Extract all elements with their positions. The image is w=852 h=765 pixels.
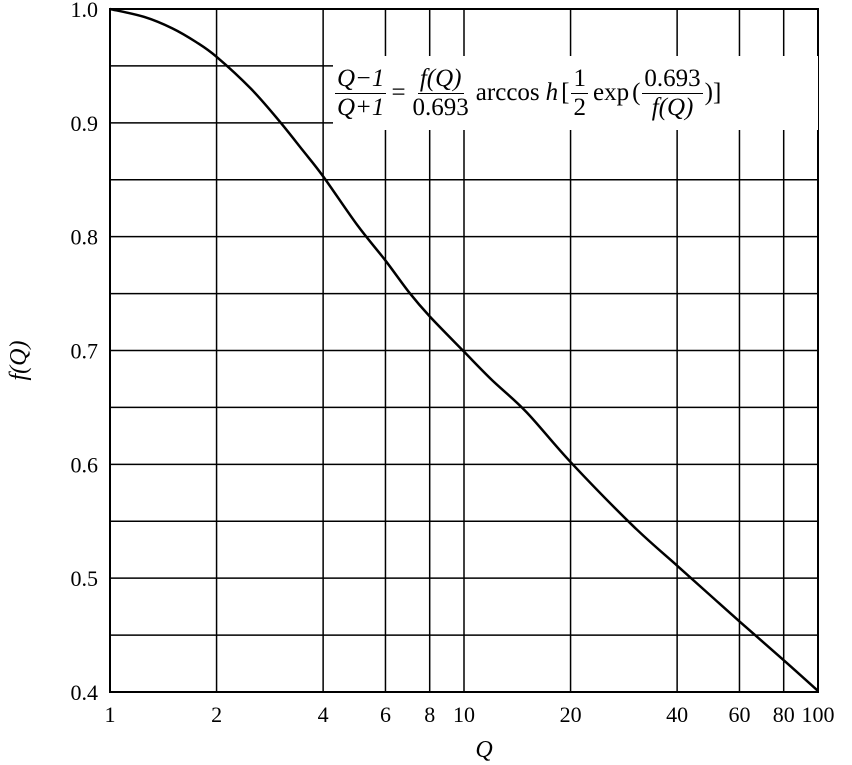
equals-sign: = bbox=[391, 79, 406, 106]
x-tick-label: 80 bbox=[773, 702, 795, 727]
plot-frame bbox=[109, 8, 819, 693]
inner-fraction: 0.693 f(Q) bbox=[642, 64, 703, 122]
rhs-fraction: f(Q) 0.693 bbox=[411, 65, 471, 122]
x-tick-label: 10 bbox=[453, 702, 475, 727]
rhs-numerator: f(Q) bbox=[417, 64, 464, 94]
y-tick-label: 0.5 bbox=[71, 566, 99, 591]
y-tick-label: 0.4 bbox=[71, 680, 99, 705]
x-tick-label: 40 bbox=[666, 702, 688, 727]
lhs-fraction: Q−1 Q+1 bbox=[335, 64, 387, 122]
rhs-denominator: 0.693 bbox=[412, 93, 469, 121]
data-series bbox=[109, 7, 819, 692]
x-tick-label: 60 bbox=[728, 702, 750, 727]
y-tick-label: 0.9 bbox=[71, 111, 99, 136]
series-line bbox=[109, 7, 819, 692]
half-fraction: 1 2 bbox=[571, 65, 588, 122]
inner-denominator: f(Q) bbox=[651, 93, 694, 121]
y-axis-label: f(Q) bbox=[6, 341, 32, 381]
y-tick-label: 0.8 bbox=[71, 225, 99, 250]
h-symbol: h bbox=[545, 79, 559, 106]
exp-func: exp bbox=[592, 79, 630, 106]
left-paren: ( bbox=[632, 79, 641, 106]
left-bracket: [ bbox=[561, 79, 570, 106]
half-denominator: 2 bbox=[573, 93, 586, 121]
half-numerator: 1 bbox=[571, 64, 588, 94]
y-tick-label: 1.0 bbox=[71, 0, 99, 22]
x-tick-label: 2 bbox=[211, 702, 222, 727]
x-tick-label: 20 bbox=[560, 702, 582, 727]
y-tick-label: 0.6 bbox=[71, 452, 99, 477]
x-axis-label: Q bbox=[475, 737, 492, 763]
formula-annotation: Q−1 Q+1 = f(Q) 0.693 arccos h [ 1 2 exp … bbox=[333, 56, 818, 130]
right-paren: ) bbox=[704, 79, 713, 106]
right-bracket: ] bbox=[712, 79, 722, 106]
x-tick-label: 100 bbox=[802, 702, 835, 727]
arccos-func: arccos bbox=[475, 79, 540, 106]
y-tick-label: 0.7 bbox=[71, 339, 99, 364]
inner-numerator: 0.693 bbox=[642, 64, 703, 94]
x-tick-label: 8 bbox=[424, 702, 435, 727]
lhs-numerator: Q−1 bbox=[335, 64, 387, 94]
x-tick-label: 4 bbox=[318, 702, 329, 727]
x-tick-label: 1 bbox=[105, 702, 116, 727]
lhs-denominator: Q+1 bbox=[337, 93, 385, 121]
x-tick-label: 6 bbox=[380, 702, 391, 727]
